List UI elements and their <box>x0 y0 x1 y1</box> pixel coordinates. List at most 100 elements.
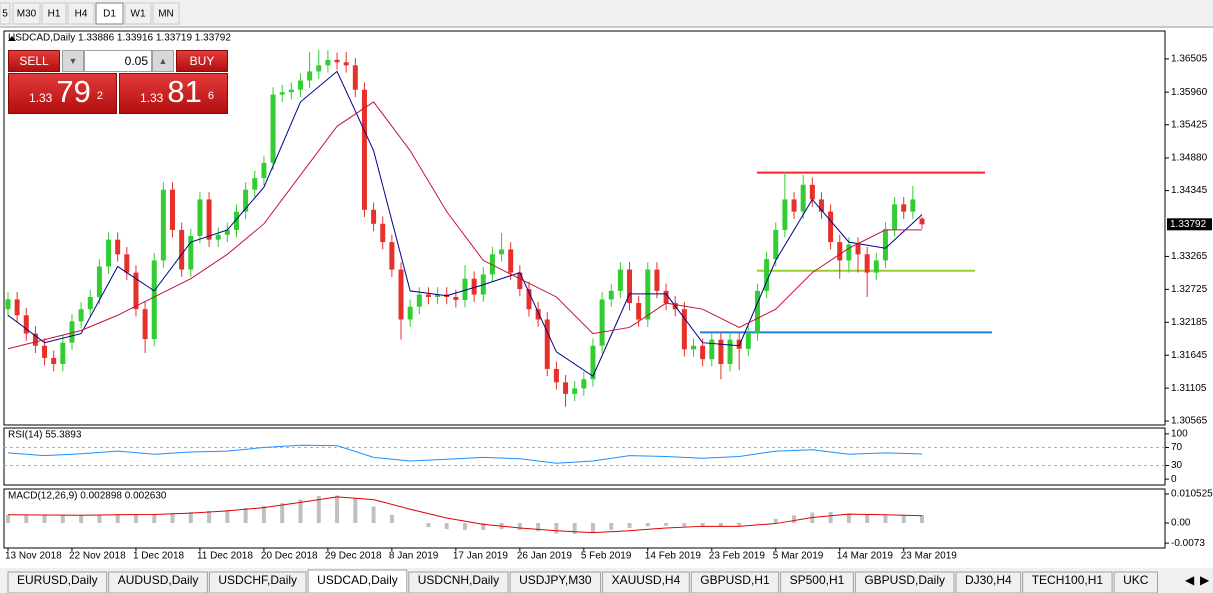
candle-body <box>691 345 696 350</box>
indicator-line <box>7 496 923 534</box>
tab-scroll-right[interactable]: ▶ <box>1200 573 1210 587</box>
timeframe-label[interactable]: H1 <box>48 9 61 20</box>
candle-body <box>837 242 843 261</box>
histogram-bar <box>188 511 193 524</box>
tab[interactable]: UKC <box>1113 571 1158 593</box>
timeframe-button[interactable] <box>0 2 11 25</box>
timeframe-label[interactable]: MN <box>158 9 174 20</box>
y-tick-label: 1.31105 <box>1171 383 1207 394</box>
panel-title: RSI(14) 55.3893 <box>8 430 82 441</box>
sell-button[interactable]: SELL <box>8 50 60 72</box>
tab-background <box>509 571 602 593</box>
tab-label[interactable]: TECH100,H1 <box>1032 573 1104 587</box>
candle-body <box>343 62 349 66</box>
timeframe-button[interactable] <box>95 2 124 25</box>
lot-up[interactable]: ▲ <box>152 50 174 72</box>
y-tick-label: 70 <box>1171 442 1183 453</box>
panel-frame <box>3 488 1166 549</box>
candle-body <box>115 239 121 255</box>
tab[interactable]: DJ30,H4 <box>955 571 1022 593</box>
one-click-trading: SELL ▼ 0.05 ▲ BUY 1.33 79 2 1.33 81 6 <box>8 50 228 114</box>
timeframe-button[interactable] <box>41 2 67 25</box>
tab-label[interactable]: DJ30,H4 <box>965 573 1012 587</box>
x-tick-label: 8 Jan 2019 <box>389 551 439 562</box>
candle-body <box>170 189 176 230</box>
tab-background <box>108 571 208 593</box>
candle-body <box>873 260 879 273</box>
tab[interactable]: AUDUSD,Daily <box>108 571 208 593</box>
tab[interactable]: USDCNH,Daily <box>408 571 509 593</box>
tab-label[interactable]: USDCNH,Daily <box>418 573 499 587</box>
tab-label[interactable]: USDJPY,M30 <box>519 573 592 587</box>
tab-label[interactable]: EURUSD,Daily <box>17 573 98 587</box>
y-tick-label: 1.34345 <box>1171 185 1208 196</box>
tab[interactable]: SP500,H1 <box>780 571 854 593</box>
candle-body <box>718 339 724 365</box>
candle-body <box>818 199 824 212</box>
timeframe-label[interactable]: D1 <box>103 9 116 20</box>
timeframe-button[interactable] <box>124 2 152 25</box>
x-tick-label: 23 Feb 2019 <box>709 551 766 562</box>
tab-label[interactable]: USDCHF,Daily <box>218 573 297 587</box>
tab-scroll-left[interactable]: ◀ <box>1185 573 1195 587</box>
lot-down[interactable]: ▼ <box>62 50 84 72</box>
tab[interactable]: USDCAD,Daily <box>307 569 408 593</box>
tab-background <box>7 571 108 593</box>
tab[interactable]: USDJPY,M30 <box>509 571 602 593</box>
timeframe-button[interactable] <box>152 2 180 25</box>
buy-button[interactable]: BUY <box>176 50 228 72</box>
tab[interactable]: TECH100,H1 <box>1022 571 1113 593</box>
bid-price[interactable]: 1.33 79 2 <box>8 73 117 114</box>
histogram-bar <box>664 523 669 526</box>
tab-label[interactable]: GBPUSD,H1 <box>700 573 770 587</box>
title-marker <box>8 36 16 41</box>
candle-body <box>499 249 505 255</box>
histogram-bar <box>590 523 595 533</box>
histogram-bar <box>920 515 924 524</box>
candle-body <box>179 229 185 270</box>
tab-label[interactable]: UKC <box>1123 573 1149 587</box>
candle-body <box>736 339 742 349</box>
tab[interactable]: GBPUSD,Daily <box>854 571 955 593</box>
x-tick-label: 1 Dec 2018 <box>133 551 185 562</box>
timeframe-label[interactable]: 5 <box>2 9 8 20</box>
histogram-bar <box>24 514 29 524</box>
timeframe-label[interactable]: H4 <box>75 9 88 20</box>
indicator-line <box>7 101 922 350</box>
tab[interactable]: GBPUSD,H1 <box>690 571 780 593</box>
timeframe-label[interactable]: W1 <box>131 9 146 20</box>
candle-body <box>160 189 166 261</box>
tab-label[interactable]: GBPUSD,Daily <box>864 573 945 587</box>
candle-body <box>270 94 276 163</box>
candle-body <box>288 89 294 93</box>
ask-price[interactable]: 1.33 81 6 <box>119 73 228 114</box>
tab-label[interactable]: SP500,H1 <box>790 573 845 587</box>
histogram-bar <box>426 523 431 528</box>
tab-background <box>1022 571 1113 593</box>
candle-body <box>599 299 605 346</box>
lot-input[interactable]: 0.05 <box>84 50 152 72</box>
tab-label[interactable]: AUDUSD,Daily <box>118 573 199 587</box>
timeframe-button[interactable] <box>12 2 41 25</box>
candle-body <box>106 239 112 267</box>
candle-body <box>234 211 239 230</box>
x-tick-label: 14 Feb 2019 <box>645 551 702 562</box>
tab[interactable]: USDCHF,Daily <box>208 571 307 593</box>
candle-body <box>398 269 404 320</box>
tab[interactable]: EURUSD,Daily <box>7 571 108 593</box>
candle-body <box>297 80 303 90</box>
tab-label[interactable]: XAUUSD,H4 <box>612 573 681 587</box>
timeframe-button[interactable] <box>67 2 95 25</box>
candle-body <box>855 244 861 255</box>
candle-body <box>316 65 322 72</box>
timeframe-label[interactable]: M30 <box>17 9 37 20</box>
current-price-box <box>1167 218 1212 231</box>
tab[interactable]: XAUUSD,H4 <box>602 571 690 593</box>
histogram-bar <box>389 514 394 524</box>
tab-label[interactable]: USDCAD,Daily <box>317 573 398 587</box>
histogram-bar <box>444 523 449 530</box>
candle-body <box>654 269 660 291</box>
candle-body <box>188 236 194 270</box>
